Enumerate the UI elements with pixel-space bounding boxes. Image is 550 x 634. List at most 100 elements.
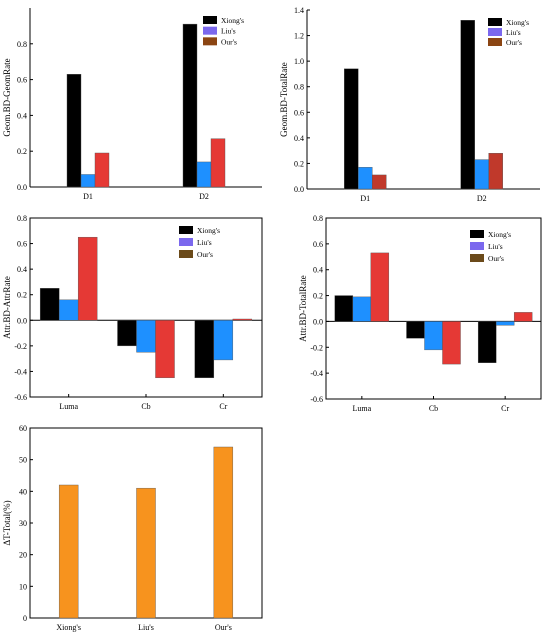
y-tick-label: 0 [23,614,27,623]
bar-value-ours [213,446,234,619]
y-tick-label: -0.6 [310,395,323,404]
bar-ours-luma [77,236,98,321]
x-tick-label: Cr [501,404,509,413]
legend-swatch [203,26,217,35]
y-tick-label: 0.6 [17,240,27,249]
bar-lius-d2 [196,161,212,188]
legend-label: Our's [488,254,504,263]
x-tick-label: Luma [59,402,78,411]
legend-swatch [488,28,502,36]
legend-swatch [203,16,217,24]
legend-label: Xiong's [506,18,529,27]
bar-ours-cb [442,321,461,365]
y-tick-label: 0.6 [17,76,27,85]
bar-xiongs-d1 [66,74,82,188]
y-tick-label: 0.8 [294,83,304,92]
bar-lius-cb [136,320,156,353]
y-tick-label: 0.4 [17,265,27,274]
bar-ours-d1 [94,152,110,188]
y-tick-label: 60 [19,424,27,433]
legend-label: Liu's [221,27,236,36]
y-tick-label: 0.4 [294,134,304,143]
legend: Xiong's Liu's Our's [176,222,260,264]
y-tick-label: 1.4 [294,6,304,15]
y-tick-label: 0.0 [313,317,323,326]
legend-swatch [203,37,217,46]
legend-label: Liu's [488,242,503,251]
bar-value-lius [136,487,156,619]
bar-lius-cb [424,321,443,351]
legend-label: Xiong's [488,230,511,239]
y-tick-label: 1.2 [294,32,304,41]
y-tick-label: 0.2 [17,147,27,156]
bar-ours-luma [370,252,390,322]
bar-lius-d2 [474,159,489,190]
x-tick-label: D2 [199,192,209,201]
bar-lius-cr [495,321,515,326]
x-tick-label: Liu's [138,623,154,632]
x-tick-label: Cb [141,402,150,411]
legend-swatch [488,18,502,26]
bar-ours-d2 [488,152,503,190]
bar-ours-d2 [210,138,226,188]
bar-xiongs-luma [39,288,60,321]
bar-value-xiongs [58,484,79,619]
y-tick-label: -0.2 [14,342,27,351]
legend-label: Xiong's [221,16,244,25]
bar-xiongs-d1 [344,68,359,190]
legend-label: Liu's [197,238,212,247]
y-tick-label: 0.4 [313,266,323,275]
bar-xiongs-cr [477,321,497,363]
y-tick-label: 50 [19,456,27,465]
bar-lius-luma [58,299,79,321]
y-tick-label: 20 [19,551,27,560]
chart-attr-bd-totalrate: -0.6 -0.4 -0.2 0.0 0.2 0.4 0.6 0.8 Attr.BD-Total… [298,214,542,413]
bar-ours-cr [513,312,533,322]
x-tick-label: Our's [215,623,232,632]
chart-delta-t-total: 0 10 20 30 40 50 60 ΔT-Total(%) Xiong's Liu's Our'… [2,424,263,632]
y-tick-label: -0.4 [310,369,323,378]
bar-ours-d1 [372,174,387,190]
legend-label: Our's [221,37,237,46]
legend-swatch [488,38,502,46]
y-tick-label: -0.2 [310,343,323,352]
y-tick-label: 1.0 [294,57,304,66]
legend-label: Xiong's [197,226,220,235]
legend-swatch [470,242,484,250]
chart-geom-bd-geomrate: 0.0 0.2 0.4 0.6 0.8 Geom.BD-GeomRate D1 D2 Xiong… [2,8,262,201]
bar-xiongs-luma [334,295,354,322]
y-tick-label: 0.8 [313,214,323,223]
y-tick-label: 0.4 [17,111,27,120]
legend-swatch [179,250,193,258]
legend-swatch [470,230,484,238]
y-tick-label: 0.6 [313,240,323,249]
y-axis-label: ΔT-Total(%) [2,500,12,545]
y-tick-label: -0.6 [14,393,27,402]
bar-lius-d1 [80,174,96,188]
legend-label: Liu's [506,28,521,37]
bar-lius-d1 [358,167,373,190]
y-tick-label: 0.2 [17,291,27,300]
y-axis-label: Attr.BD-TotalRate [298,275,308,342]
y-tick-label: -0.4 [14,367,27,376]
y-tick-label: 0.8 [17,40,27,49]
y-tick-label: 30 [19,519,27,528]
bar-ours-cr [232,318,253,321]
bar-xiongs-d2 [460,20,475,190]
chart-attr-bd-attrrate: -0.6 -0.4 -0.2 0.0 0.2 0.4 0.6 0.8 Attr.BD-AttrR… [2,214,263,411]
y-tick-label: 0.2 [294,159,304,168]
x-tick-label: Luma [352,404,371,413]
bar-xiongs-cr [194,320,215,379]
legend-label: Our's [197,250,213,259]
bar-lius-luma [352,296,372,322]
y-tick-label: 0.0 [17,316,27,325]
bar-ours-cb [155,320,175,379]
x-tick-label: Cb [429,404,438,413]
y-axis-label: Geom.BD-TotalRate [279,62,289,137]
bar-lius-cr [213,320,234,361]
x-tick-label: D1 [83,192,93,201]
x-tick-label: D2 [477,194,487,203]
